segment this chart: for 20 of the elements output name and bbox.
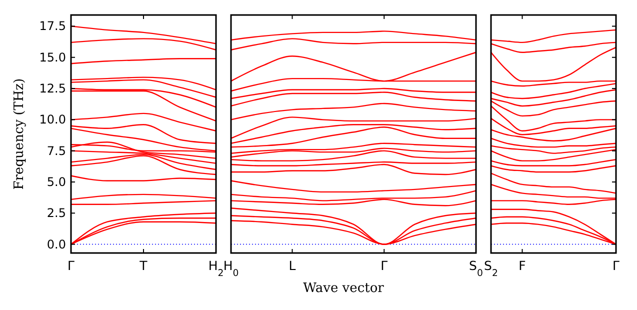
y-tick-label: 2.5 [46,206,66,220]
x-tick-label: S$_{2}$ [484,258,498,278]
x-tick-label: F [518,258,526,273]
x-tick-label: Γ [68,258,75,273]
x-tick-label: Γ [380,258,388,273]
x-tick-label: S$_{0}$ [469,258,483,278]
y-tick-label: 15.0 [39,50,66,64]
y-tick-label: 0.0 [46,237,66,252]
x-axis-title: Wave vector [303,281,385,296]
y-tick-label: 12.5 [39,82,66,96]
x-tick-label: H$_{0}$ [223,258,239,278]
y-tick-label: 7.5 [46,144,66,158]
x-tick-label: T [138,258,148,273]
x-tick-label: Γ [612,258,620,273]
y-tick-label: 17.5 [39,19,66,34]
y-tick-label: 5.0 [46,174,66,189]
y-axis-title: Frequency (THz) [12,78,27,190]
x-tick-label: H$_{2}$ [208,258,224,278]
x-tick-label: L [288,258,296,273]
y-tick-label: 10.0 [39,112,66,127]
